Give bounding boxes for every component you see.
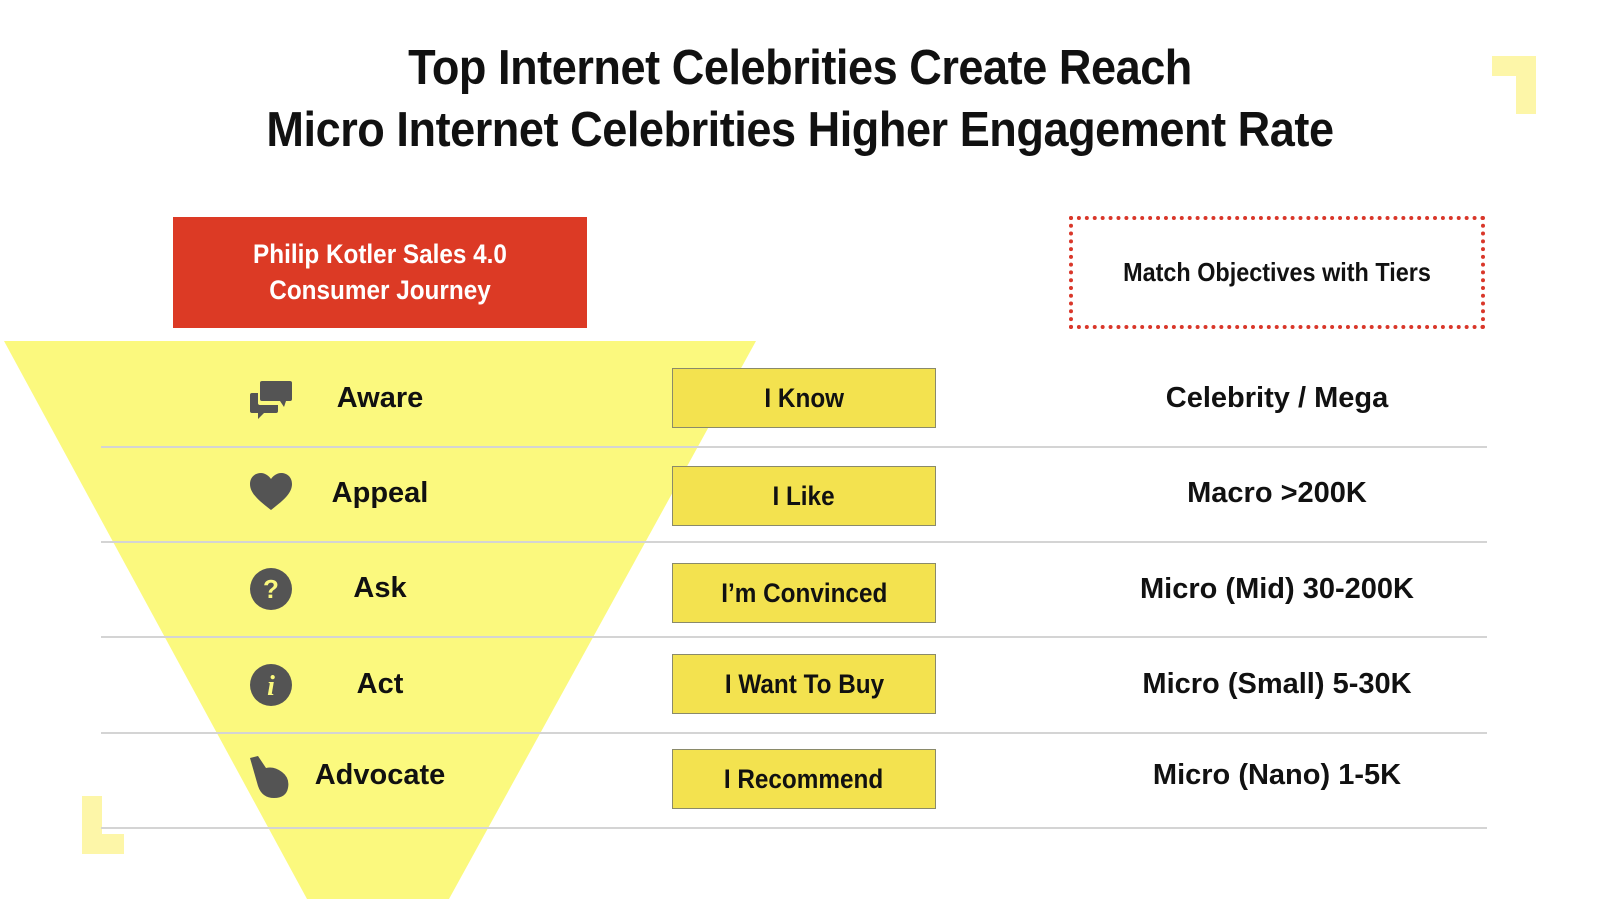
feeling-box-convinced: I’m Convinced xyxy=(672,563,936,623)
feeling-box-like: I Like xyxy=(672,466,936,526)
tier-label-macro: Macro >200K xyxy=(1187,477,1367,509)
tier-label-micro-small: Micro (Small) 5-30K xyxy=(1142,668,1412,700)
hand-pointer-icon xyxy=(250,756,289,798)
consumer-journey-header: Philip Kotler Sales 4.0 Consumer Journey xyxy=(173,217,587,328)
row-divider xyxy=(101,446,1487,448)
stage-label-ask: Ask xyxy=(353,572,407,604)
heart-icon xyxy=(250,473,292,510)
tiers-header-label: Match Objectives with Tiers xyxy=(1123,257,1431,287)
row-divider xyxy=(101,636,1487,638)
corner-accent-bottom-left xyxy=(82,796,124,854)
corner-accent-top-right xyxy=(1492,56,1536,114)
consumer-journey-line2: Consumer Journey xyxy=(269,275,491,305)
svg-text:i: i xyxy=(267,671,275,702)
row-divider xyxy=(101,732,1487,734)
feeling-label: I Want To Buy xyxy=(724,668,884,699)
row-divider xyxy=(101,541,1487,543)
tiers-header: Match Objectives with Tiers xyxy=(1069,216,1485,329)
row-divider xyxy=(101,827,1487,829)
stage-label-aware: Aware xyxy=(336,382,424,414)
stage-label-advocate: Advocate xyxy=(314,759,446,791)
feeling-label: I Recommend xyxy=(724,763,884,794)
feeling-label: I’m Convinced xyxy=(720,577,888,608)
consumer-journey-line1: Philip Kotler Sales 4.0 xyxy=(253,239,507,269)
feeling-box-recommend: I Recommend xyxy=(672,749,936,809)
tier-label-micro-mid: Micro (Mid) 30-200K xyxy=(1140,573,1414,605)
feeling-box-want-to-buy: I Want To Buy xyxy=(672,654,936,714)
stage-label-appeal: Appeal xyxy=(331,477,429,509)
tier-label-celebrity: Celebrity / Mega xyxy=(1165,382,1389,414)
page-title-line1: Top Internet Celebrities Create Reach xyxy=(408,41,1192,95)
feeling-label: I Like xyxy=(772,480,836,511)
feeling-box-know: I Know xyxy=(672,368,936,428)
question-icon: ? xyxy=(250,568,292,610)
stage-label-act: Act xyxy=(356,668,404,700)
tier-label-micro-nano: Micro (Nano) 1-5K xyxy=(1152,759,1402,791)
svg-text:?: ? xyxy=(263,574,279,604)
info-icon: i xyxy=(250,664,292,706)
speech-bubbles-icon xyxy=(250,381,292,419)
feeling-label: I Know xyxy=(764,382,844,413)
page-title-line2: Micro Internet Celebrities Higher Engage… xyxy=(266,103,1334,157)
